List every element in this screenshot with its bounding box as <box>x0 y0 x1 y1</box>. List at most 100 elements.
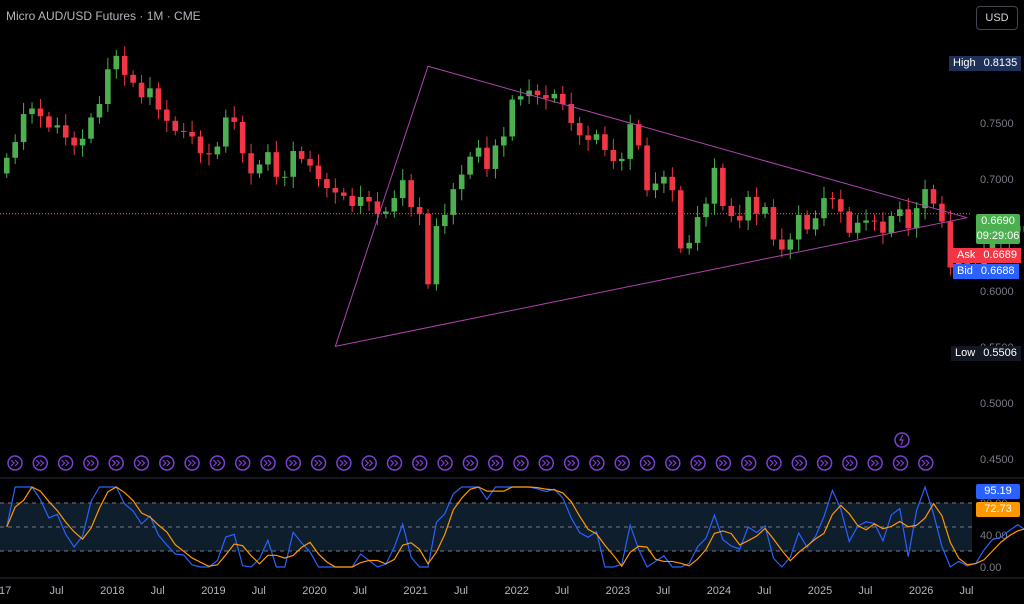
candle-up <box>147 88 153 98</box>
fast-forward-glyph <box>440 459 449 467</box>
candle-up <box>223 117 229 147</box>
candle-up <box>442 214 448 227</box>
candle-up <box>383 211 389 214</box>
candle-down <box>610 149 617 162</box>
fast-forward-glyph <box>465 459 475 467</box>
candle-up <box>54 125 61 128</box>
candle-down <box>728 205 735 216</box>
fast-forward-glyph <box>516 459 525 467</box>
candle-up <box>787 239 794 250</box>
candle-down <box>298 151 305 159</box>
candle-up <box>509 99 516 137</box>
y-tick-label: 0.7000 <box>980 174 1014 186</box>
stoch-d-value: 72.73 <box>984 503 1012 515</box>
last-price-value: 0.6690 <box>981 215 1015 227</box>
fast-forward-icon <box>310 455 327 471</box>
fast-forward-icon <box>412 455 428 471</box>
candle-down <box>484 147 490 169</box>
candle-down <box>829 198 836 200</box>
event-markers <box>7 455 934 471</box>
candle-down <box>121 55 128 75</box>
x-tick-label: 2023 <box>606 585 630 597</box>
candle-up <box>399 180 406 199</box>
y-tick-label: 0.4500 <box>980 454 1014 466</box>
fast-forward-glyph <box>491 459 500 467</box>
candle-up <box>812 218 819 230</box>
candle-up <box>703 203 709 218</box>
low-price-tag: Low 0.5506 <box>951 346 1021 361</box>
candle-down <box>138 82 145 98</box>
fast-forward-icon <box>57 455 74 471</box>
fast-forward-glyph <box>592 459 601 467</box>
fast-forward-glyph <box>820 459 829 467</box>
fast-forward-icon <box>361 455 377 471</box>
candle-up <box>694 217 701 243</box>
bid-label: Bid <box>953 264 977 279</box>
candle-down <box>585 135 591 140</box>
fast-forward-icon <box>285 455 302 471</box>
fast-forward-icon <box>791 455 808 471</box>
fast-forward-icon <box>639 455 656 471</box>
fast-forward-icon <box>740 455 757 471</box>
candle-down <box>720 167 726 206</box>
candle-down <box>846 211 853 233</box>
currency-button[interactable]: USD <box>976 6 1018 30</box>
candle-down <box>164 109 170 121</box>
last-price-tag: 0.6690 09:29:06 <box>976 214 1020 244</box>
candle-up <box>686 242 692 249</box>
candle-up <box>88 117 94 139</box>
high-value: 0.8135 <box>979 56 1022 71</box>
candle-up <box>105 69 111 104</box>
ask-label: Ask <box>953 248 980 263</box>
candle-down <box>46 116 52 128</box>
candle-up <box>501 136 507 146</box>
fast-forward-glyph <box>693 459 702 467</box>
candle-down <box>543 95 549 99</box>
candle-down <box>947 221 954 268</box>
candle-down <box>560 93 566 104</box>
x-tick-label: 2024 <box>707 585 731 597</box>
fast-forward-icon <box>437 455 453 471</box>
fast-forward-icon <box>842 455 858 471</box>
fast-forward-icon <box>487 455 504 471</box>
candle-up <box>618 158 625 162</box>
low-label: Low <box>951 346 980 361</box>
candle-up <box>888 216 895 233</box>
fast-forward-icon <box>690 455 706 471</box>
stoch-y-tick-label: 40.00 <box>980 530 1008 542</box>
candle-up <box>12 142 18 158</box>
symmetrical-triangle-drawing <box>334 65 968 348</box>
candle-up <box>795 214 802 240</box>
lightning-glyph <box>898 434 904 446</box>
stoch-k-line <box>6 485 1024 568</box>
candle-down <box>155 88 162 110</box>
candle-up <box>897 209 903 216</box>
candle-down <box>425 213 431 285</box>
fast-forward-glyph <box>794 459 804 467</box>
fast-forward-glyph <box>921 459 930 467</box>
candle-down <box>197 136 204 154</box>
candle-up <box>711 167 718 204</box>
candle-up <box>433 226 440 285</box>
fast-forward-icon <box>462 455 479 471</box>
candle-down <box>534 90 541 96</box>
chart-title: Micro AUD/USD Futures · 1M · CME <box>6 9 201 23</box>
candle-up <box>821 198 827 219</box>
fast-forward-glyph <box>187 459 196 467</box>
candle-down <box>880 221 886 233</box>
fast-forward-icon <box>336 455 352 471</box>
fast-forward-icon <box>83 455 99 471</box>
candle-down <box>37 108 44 117</box>
fast-forward-icon <box>234 455 251 471</box>
x-tick-label: Jul <box>959 585 973 597</box>
fast-forward-glyph <box>744 459 753 467</box>
candle-down <box>635 124 642 146</box>
candle-down <box>736 216 743 221</box>
bid-value: 0.6688 <box>976 264 1019 279</box>
x-tick-label: 2019 <box>201 585 225 597</box>
fast-forward-icon <box>260 455 276 471</box>
candle-up <box>661 176 667 184</box>
candle-down <box>374 201 381 214</box>
fast-forward-icon <box>386 455 403 471</box>
